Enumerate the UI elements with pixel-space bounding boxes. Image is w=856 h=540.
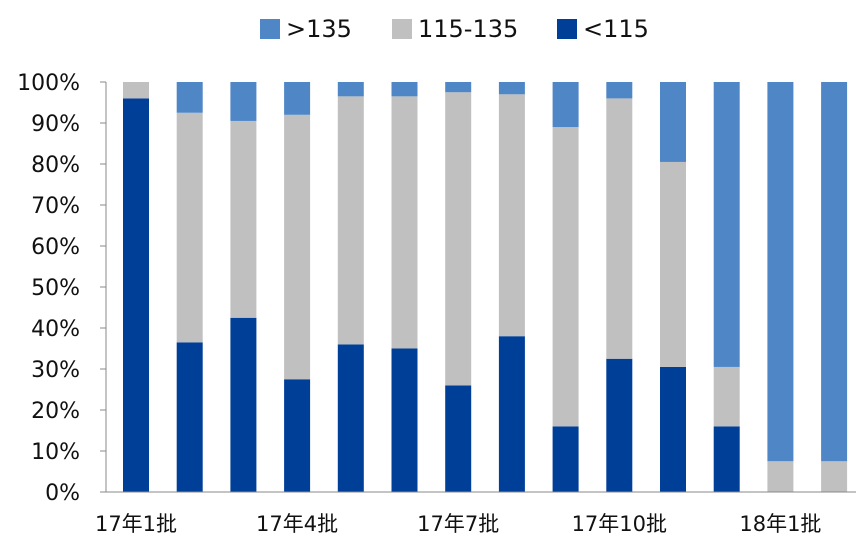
bar-segment-lt115 xyxy=(606,358,633,492)
bar-segment-115-135 xyxy=(176,112,203,343)
bar-segment-115-135 xyxy=(230,120,257,318)
bar-segment-115-135 xyxy=(713,366,740,427)
y-tick-label: 80% xyxy=(31,153,80,178)
bar-segment-gt135 xyxy=(498,82,525,95)
bar-segment-115-135 xyxy=(391,96,418,349)
legend-swatch-gt135 xyxy=(260,19,280,39)
bar-segment-115-135 xyxy=(123,82,149,99)
y-tick-label: 40% xyxy=(31,317,80,342)
bar-segment-gt135 xyxy=(606,82,633,99)
x-tick-label: 17年1批 xyxy=(95,512,177,536)
legend-label-lt115: <115 xyxy=(583,15,649,43)
bar-segment-lt115 xyxy=(552,426,579,492)
bar-segment-lt115 xyxy=(284,379,311,492)
bar-segment-gt135 xyxy=(284,82,311,115)
y-tick-label: 100% xyxy=(17,71,80,96)
bar-segment-115-135 xyxy=(821,461,848,492)
bar-segment-gt135 xyxy=(660,82,686,162)
bar-segment-115-135 xyxy=(606,98,633,359)
bar-segment-115-135 xyxy=(445,92,472,386)
bar-segment-lt115 xyxy=(337,344,364,492)
y-tick-label: 10% xyxy=(31,440,80,465)
bar-segment-lt115 xyxy=(445,385,472,492)
y-tick-label: 20% xyxy=(31,399,80,424)
legend: >135 115-135 <115 xyxy=(0,14,856,44)
bar-segment-gt135 xyxy=(445,82,472,93)
y-tick-label: 60% xyxy=(31,235,80,260)
y-tick-label: 90% xyxy=(31,112,80,137)
bar-segment-gt135 xyxy=(767,82,794,462)
bar-segment-lt115 xyxy=(498,336,525,492)
bar-segment-lt115 xyxy=(230,317,257,492)
legend-item-lt115: <115 xyxy=(557,14,649,44)
bar-segment-115-135 xyxy=(498,94,525,337)
x-tick-label: 17年4批 xyxy=(256,512,338,536)
bar-segment-gt135 xyxy=(391,82,418,97)
bar-segment-lt115 xyxy=(391,348,418,492)
legend-item-gt135: >135 xyxy=(260,14,352,44)
bar-segment-lt115 xyxy=(176,342,203,492)
legend-label-115-135: 115-135 xyxy=(418,15,519,43)
bar-segment-gt135 xyxy=(337,82,364,97)
bar-segment-115-135 xyxy=(767,461,794,492)
legend-swatch-lt115 xyxy=(557,19,577,39)
x-tick-label: 17年10批 xyxy=(572,512,667,536)
bar-segment-gt135 xyxy=(176,82,203,113)
x-tick-label: 18年1批 xyxy=(739,512,821,536)
bar-segment-115-135 xyxy=(552,127,579,427)
legend-item-115-135: 115-135 xyxy=(392,14,518,44)
bar-segment-lt115 xyxy=(713,426,740,492)
legend-label-gt135: >135 xyxy=(286,15,352,43)
bar-segment-115-135 xyxy=(337,96,364,345)
bar-segment-lt115 xyxy=(123,98,149,493)
y-tick-label: 30% xyxy=(31,358,80,383)
bar-segment-gt135 xyxy=(552,82,579,128)
y-tick-label: 0% xyxy=(45,481,80,506)
bar-segment-gt135 xyxy=(713,82,740,367)
x-tick-label: 17年7批 xyxy=(417,512,499,536)
bar-segment-115-135 xyxy=(284,114,311,380)
bar-segment-115-135 xyxy=(660,161,686,367)
bar-segment-gt135 xyxy=(230,82,257,121)
bar-segment-lt115 xyxy=(660,366,686,492)
y-tick-label: 70% xyxy=(31,194,80,219)
bar-segment-gt135 xyxy=(821,82,848,462)
legend-swatch-115-135 xyxy=(392,19,412,39)
y-tick-label: 50% xyxy=(31,276,80,301)
